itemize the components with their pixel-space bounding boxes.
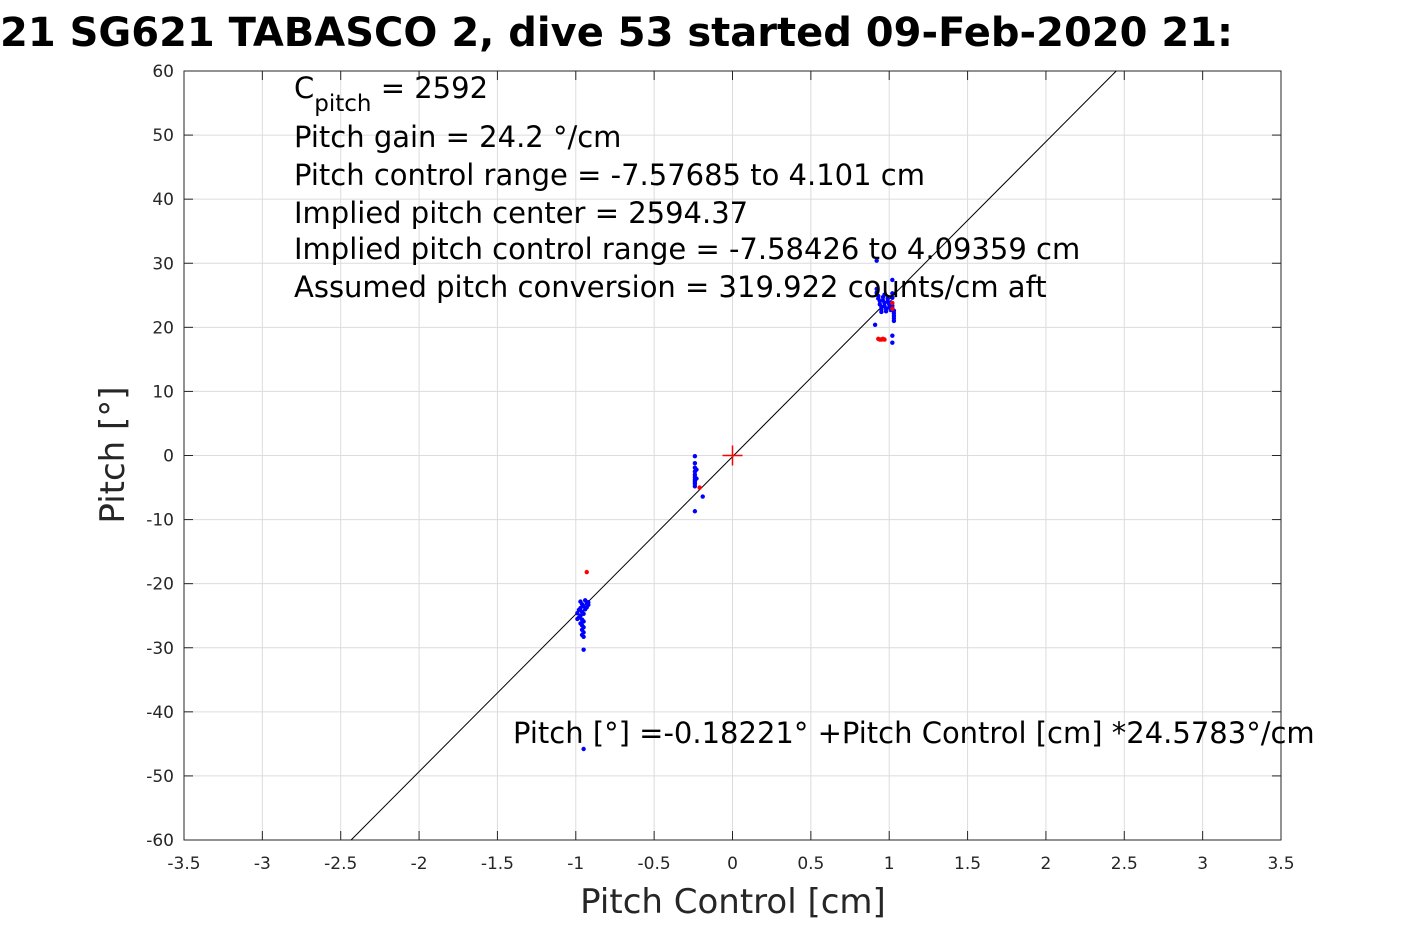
data-point-series-1 bbox=[586, 600, 591, 605]
y-tick-label: 60 bbox=[152, 62, 174, 82]
y-tick-label: 20 bbox=[152, 318, 174, 338]
x-axis-label: Pitch Control [cm] bbox=[580, 882, 886, 922]
annotation-implied-range: Implied pitch control range = -7.58426 t… bbox=[294, 232, 1080, 266]
x-tick-label: -0.5 bbox=[638, 854, 671, 874]
annotation-control-range: Pitch control range = -7.57685 to 4.101 … bbox=[294, 158, 925, 192]
y-tick-label: 40 bbox=[152, 190, 174, 210]
y-tick-label: 30 bbox=[152, 254, 174, 274]
x-tick-label: 0.5 bbox=[797, 854, 824, 874]
data-point-series-1 bbox=[575, 616, 580, 622]
x-tick-label: -2 bbox=[411, 854, 428, 874]
data-point-series-1 bbox=[581, 746, 586, 752]
x-tick-label: -2.5 bbox=[324, 854, 357, 874]
annotation-cpitch-base: C bbox=[294, 71, 314, 105]
data-point-series-1 bbox=[692, 453, 698, 459]
data-point-series-1 bbox=[890, 340, 895, 345]
y-tick-label: 50 bbox=[152, 126, 174, 146]
y-tick-label: -10 bbox=[146, 511, 174, 531]
data-point-series-1 bbox=[581, 647, 586, 652]
y-tick-label: -30 bbox=[146, 639, 174, 659]
x-tick-label: -1.5 bbox=[481, 854, 514, 874]
data-point-series-1 bbox=[882, 292, 887, 297]
data-point-series-1 bbox=[879, 309, 884, 315]
annotation-fit-equation: Pitch [°] =-0.18221° +Pitch Control [cm]… bbox=[513, 716, 1315, 750]
data-point-series-2 bbox=[584, 569, 589, 575]
data-point-series-2 bbox=[697, 485, 702, 490]
y-tick-label: -50 bbox=[146, 767, 174, 787]
x-tick-label: 1.5 bbox=[954, 854, 981, 874]
data-point-series-1 bbox=[694, 467, 699, 472]
tick-layer: -3.5 -3 -2.5 -2 -1.5 -1 -0.5 0 0.5 1 1.5 2 2.5 3 3.5 -6… bbox=[146, 62, 1294, 874]
data-point-series-1 bbox=[874, 258, 879, 263]
data-point-series-1 bbox=[582, 607, 588, 612]
y-tick-label: 0 bbox=[163, 447, 174, 467]
data-point-series-1 bbox=[872, 322, 878, 327]
annotation-cpitch-value: = 2592 bbox=[371, 71, 488, 105]
data-point-series-2 bbox=[890, 306, 895, 311]
annotation-cpitch-sub: pitch bbox=[314, 91, 371, 117]
data-point-series-1 bbox=[891, 318, 897, 324]
data-point-series-2 bbox=[890, 300, 895, 306]
data-point-series-1 bbox=[692, 460, 698, 466]
data-point-series-2 bbox=[882, 337, 887, 342]
data-point-series-1 bbox=[581, 634, 586, 640]
data-layer bbox=[350, 70, 1117, 841]
y-tick-label: -20 bbox=[146, 575, 174, 595]
data-point-series-1 bbox=[890, 277, 895, 283]
x-tick-label: -3.5 bbox=[167, 854, 200, 874]
x-tick-label: -1 bbox=[567, 854, 584, 874]
x-tick-label: 3.5 bbox=[1267, 854, 1294, 874]
data-point-series-1 bbox=[692, 509, 698, 514]
x-tick-label: 3 bbox=[1197, 854, 1208, 874]
annotation-conversion: Assumed pitch conversion = 319.922 count… bbox=[294, 270, 1047, 304]
y-tick-label: 10 bbox=[152, 382, 174, 402]
y-tick-label: -60 bbox=[146, 831, 174, 851]
data-point-series-1 bbox=[890, 291, 895, 296]
data-point-series-1 bbox=[694, 476, 699, 481]
data-point-series-1 bbox=[575, 610, 580, 616]
data-point-series-1 bbox=[692, 484, 698, 489]
annotation-pitch-gain: Pitch gain = 24.2 °/cm bbox=[294, 120, 621, 154]
x-tick-label: -3 bbox=[254, 854, 271, 874]
data-point-series-1 bbox=[883, 309, 889, 314]
y-tick-label: -40 bbox=[146, 703, 174, 723]
chart-title: 21 SG621 TABASCO 2, dive 53 started 09-F… bbox=[0, 10, 1233, 56]
data-point-series-1 bbox=[885, 296, 890, 301]
y-axis-label: Pitch [°] bbox=[93, 386, 133, 523]
data-point-series-1 bbox=[874, 286, 879, 292]
grid-layer bbox=[183, 70, 1282, 841]
x-tick-label: 1 bbox=[884, 854, 895, 874]
center-marker bbox=[722, 445, 743, 466]
annotation-cpitch: Cpitch = 2592 bbox=[294, 71, 488, 117]
x-tick-label: 2.5 bbox=[1111, 854, 1138, 874]
data-point-series-1 bbox=[890, 295, 895, 301]
data-point-series-1 bbox=[890, 333, 895, 338]
x-tick-label: 0 bbox=[727, 854, 738, 874]
annotation-implied-center: Implied pitch center = 2594.37 bbox=[294, 196, 748, 230]
data-point-series-1 bbox=[700, 494, 705, 499]
x-tick-label: 2 bbox=[1041, 854, 1052, 874]
